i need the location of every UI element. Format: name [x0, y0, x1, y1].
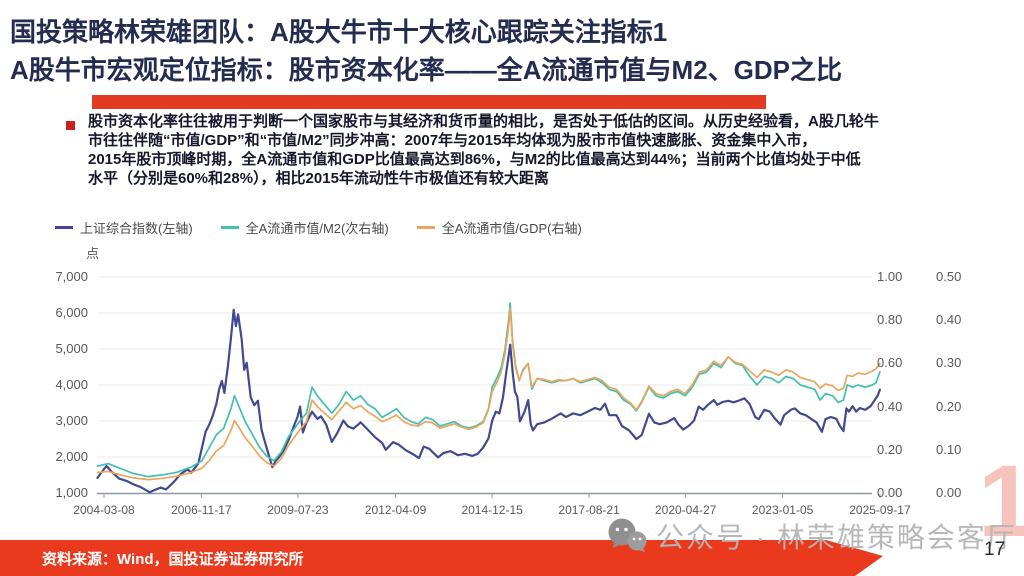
axis-tick-label: 7,000: [55, 269, 88, 284]
footer-bar: 资料来源：Wind，国投证券证券研究所: [0, 540, 883, 576]
axis-tick-label: 0.40: [936, 312, 962, 328]
page-subtitle: A股牛市宏观定位指标：股市资本化率——全A流通市值与M2、GDP之比: [10, 55, 843, 85]
axis-tick-label: 0.50: [936, 269, 962, 284]
wechat-icon: [608, 518, 647, 552]
axis-tick-label: 2006-11-17: [171, 503, 232, 517]
page-title: 国投策略林荣雄团队：A股大牛市十大核心跟踪关注指标1: [10, 17, 668, 47]
axis-tick-label: 0.80: [877, 312, 903, 328]
axis-tick-label: 2025-09-17: [849, 503, 911, 517]
axis-tick-label: 2017-08-21: [558, 503, 620, 517]
left-axis-unit: 点: [86, 246, 100, 261]
axis-tick-label: 0.20: [936, 398, 962, 414]
axis-tick-label: 0.00: [877, 485, 903, 500]
series-left: [96, 308, 882, 494]
axis-tick-label: 2009-07-23: [267, 503, 329, 517]
axis-tick-label: 3,000: [55, 413, 88, 428]
axis-tick-label: 0.20: [877, 441, 903, 457]
bullet-square: [66, 121, 75, 130]
line-swatch-sse: [55, 225, 73, 229]
axis-tick-label: 0.00: [936, 485, 962, 500]
axis-tick-label: 2020-04-27: [654, 503, 717, 517]
axis-tick-label: 0.60: [877, 355, 903, 371]
axis-tick-label: 2014-12-15: [461, 503, 523, 517]
legend-label: 全A流通市值/M2(次右轴): [245, 220, 389, 236]
watermark: 公众号 · 林荣雄策略会客厅: [606, 516, 1017, 556]
axis-tick-label: 1.00: [877, 269, 903, 284]
legend-item-m2-ratio: 全A流通市值/M2(次右轴): [220, 218, 389, 237]
axis-tick-label: 4,000: [55, 377, 88, 392]
axis-tick-label: 2023-01-05: [751, 503, 814, 517]
legend-label: 上证综合指数(左轴): [80, 220, 193, 236]
series-right_outer: [96, 302, 881, 478]
source-note: 资料来源：Wind，国投证券证券研究所: [42, 551, 304, 568]
title-divider: [92, 95, 766, 109]
legend-item-sse: 上证综合指数(左轴): [55, 218, 193, 237]
legend-item-gdp-ratio: 全A流通市值/GDP(右轴): [416, 218, 582, 237]
line-swatch-m2: [220, 225, 239, 229]
page-number: 17: [984, 539, 1006, 560]
axis-tick-label: 0.40: [877, 398, 903, 414]
axis-tick-label: 0.30: [936, 355, 962, 371]
summary-paragraph: 股市资本化率往往被用于判断一个国家股市与其经济和货币量的相比，是否处于低估的区间…: [88, 113, 879, 187]
axis-tick-label: 6,000: [55, 305, 88, 320]
axis-tick-label: 5,000: [55, 341, 88, 356]
legend-label: 全A流通市值/GDP(右轴): [441, 220, 582, 236]
axis-tick-label: 0.10: [936, 441, 962, 457]
chart-legend: 上证综合指数(左轴) 全A流通市值/M2(次右轴) 全A流通市值/GDP(右轴): [55, 218, 582, 236]
axis-tick-label: 1,000: [55, 485, 88, 500]
series-right_inner: [96, 307, 881, 481]
axis-tick-label: 2012-04-09: [364, 503, 427, 517]
line-swatch-gdp: [416, 225, 435, 229]
axis-tick-label: 2,000: [55, 449, 88, 464]
axis-tick-label: 2004-03-08: [73, 503, 135, 517]
decorative-numeral: 1: [978, 444, 1024, 558]
watermark-text: 公众号 · 林荣雄策略会客厅: [656, 522, 1017, 553]
